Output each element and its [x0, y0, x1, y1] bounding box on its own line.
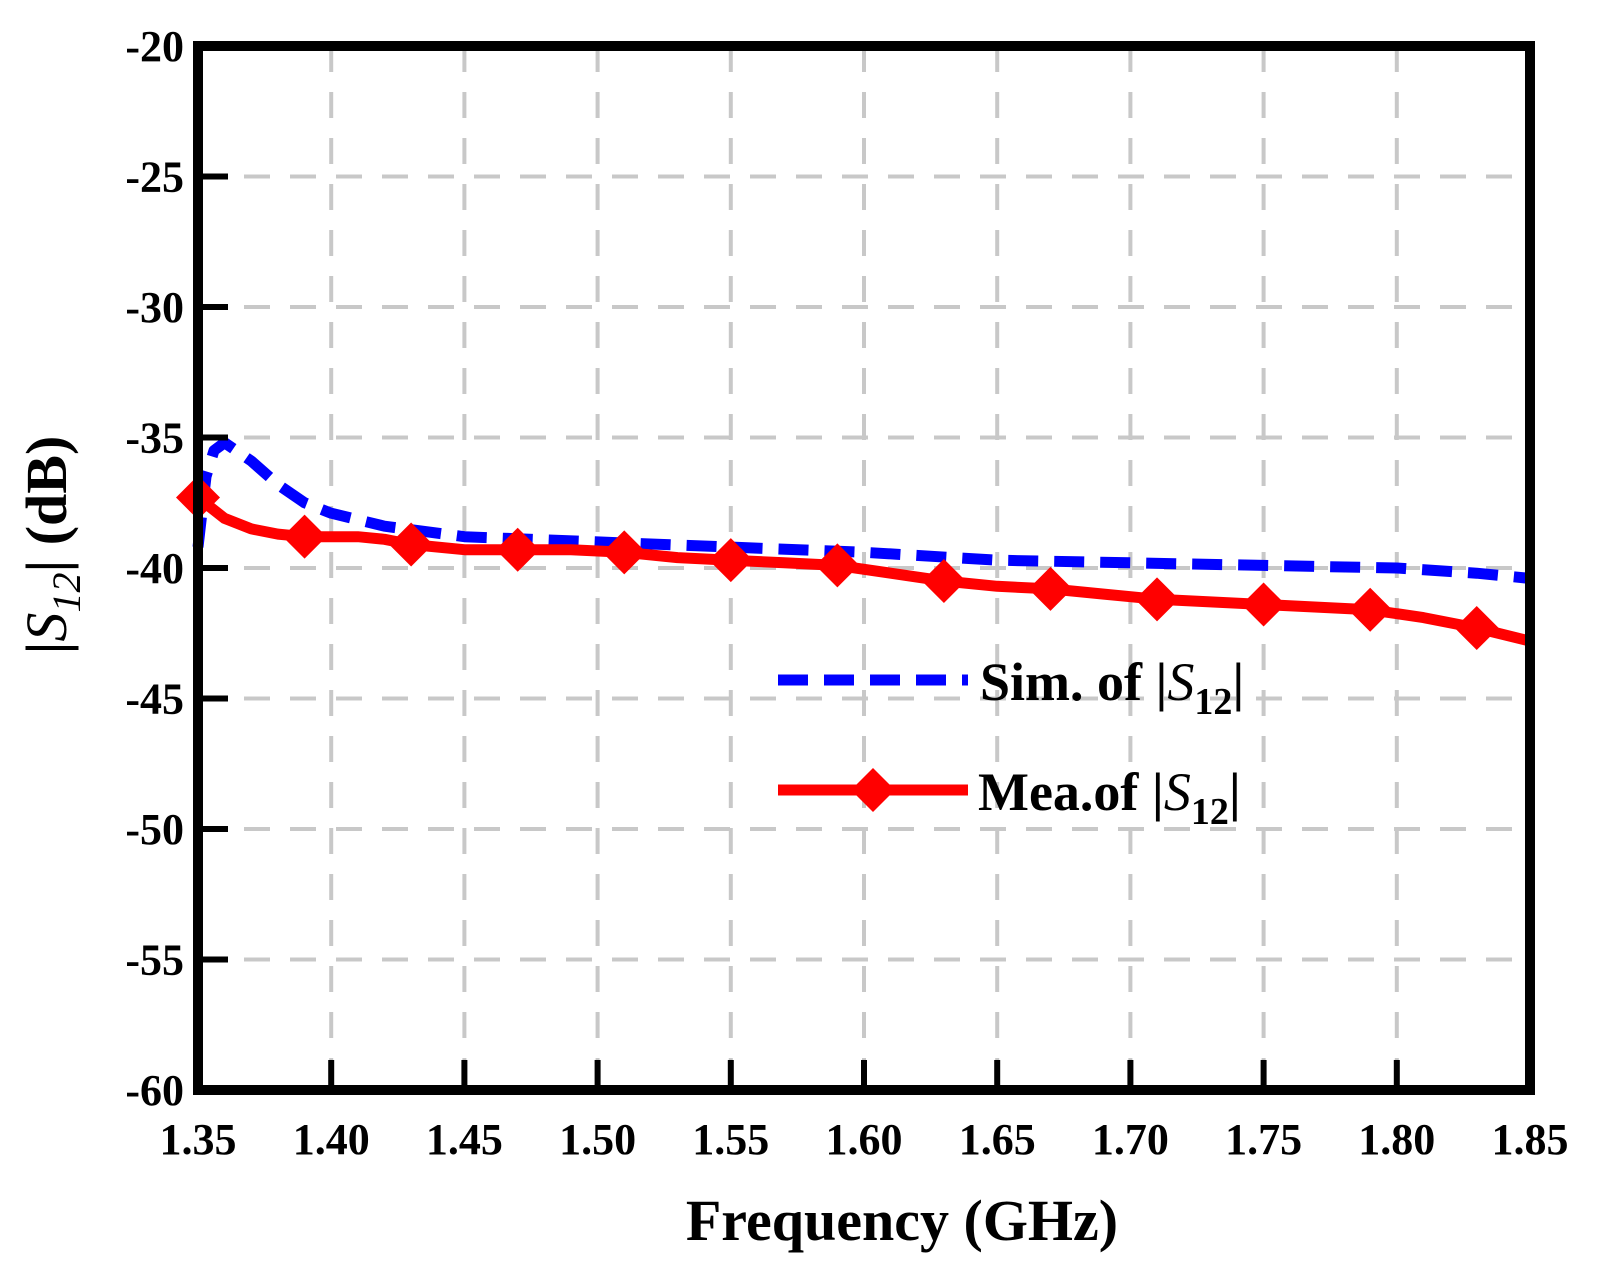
series-layer [176, 437, 1532, 651]
x-axis-title: Frequency (GHz) [686, 1188, 1118, 1253]
data-point-marker [389, 522, 434, 567]
legend-sim-label: Sim. of |S12| [980, 652, 1244, 723]
y-tick-label: -50 [125, 805, 184, 854]
y-axis-title-post: | (dB) [14, 436, 79, 573]
x-tick-label: 1.70 [1092, 1115, 1169, 1164]
x-tick-label: 1.65 [959, 1115, 1036, 1164]
legend-sim-label-subscript: 12 [1194, 681, 1232, 723]
data-point-marker [1241, 582, 1286, 627]
x-tick-label: 1.55 [692, 1115, 769, 1164]
y-axis-title-symbol: S [14, 613, 79, 642]
y-axis-title-subscript: 12 [44, 573, 89, 613]
x-tick-label: 1.85 [1492, 1115, 1569, 1164]
x-tick-label: 1.40 [293, 1115, 370, 1164]
legend-mea-label-subscript: 12 [1191, 791, 1229, 833]
legend-mea-label: Mea.of |S12| [978, 762, 1241, 833]
y-tick-label: -35 [125, 414, 184, 463]
legend: Sim. of |S12| Mea.of |S12| [778, 652, 1244, 833]
x-tick-label: 1.75 [1225, 1115, 1302, 1164]
y-tick-label: -40 [125, 544, 184, 593]
tick-layer: 1.35 1.40 1.45 1.50 1.55 1.60 1.65 1.70 1.75 1.80… [125, 22, 1568, 1164]
y-tick-label: -20 [125, 22, 184, 71]
legend-mea-label-post: | [1229, 762, 1241, 822]
y-axis-title: |S12| (dB) [14, 436, 89, 655]
data-point-marker [282, 514, 327, 559]
data-point-marker [708, 538, 753, 583]
data-point-marker [495, 527, 540, 572]
data-point-marker [921, 559, 966, 604]
x-tick-label: 1.80 [1358, 1115, 1435, 1164]
y-axis-title-pre: | [14, 642, 79, 655]
x-tick-label: 1.50 [559, 1115, 636, 1164]
legend-mea-marker [851, 768, 895, 812]
legend-sim-label-post: | [1232, 652, 1244, 712]
x-tick-label: 1.35 [160, 1115, 237, 1164]
data-point-marker [1135, 577, 1180, 622]
x-tick-label: 1.45 [426, 1115, 503, 1164]
series-line-sim [192, 437, 1531, 584]
y-tick-label: -45 [125, 675, 184, 724]
y-tick-label: -60 [125, 1066, 184, 1115]
legend-sim-label-symbol: S [1167, 652, 1194, 712]
data-point-marker [1028, 566, 1073, 611]
legend-sim-label-pre: Sim. of | [980, 652, 1167, 712]
legend-mea-label-pre: Mea.of | [978, 762, 1164, 822]
legend-mea-label-symbol: S [1164, 762, 1191, 822]
data-point-marker [1454, 606, 1499, 651]
data-point-marker [1348, 587, 1393, 632]
data-point-marker [815, 543, 860, 588]
data-point-marker [602, 530, 647, 575]
y-tick-label: -30 [125, 283, 184, 332]
x-tick-label: 1.60 [826, 1115, 903, 1164]
y-tick-label: -55 [125, 936, 184, 985]
y-tick-label: -25 [125, 153, 184, 202]
